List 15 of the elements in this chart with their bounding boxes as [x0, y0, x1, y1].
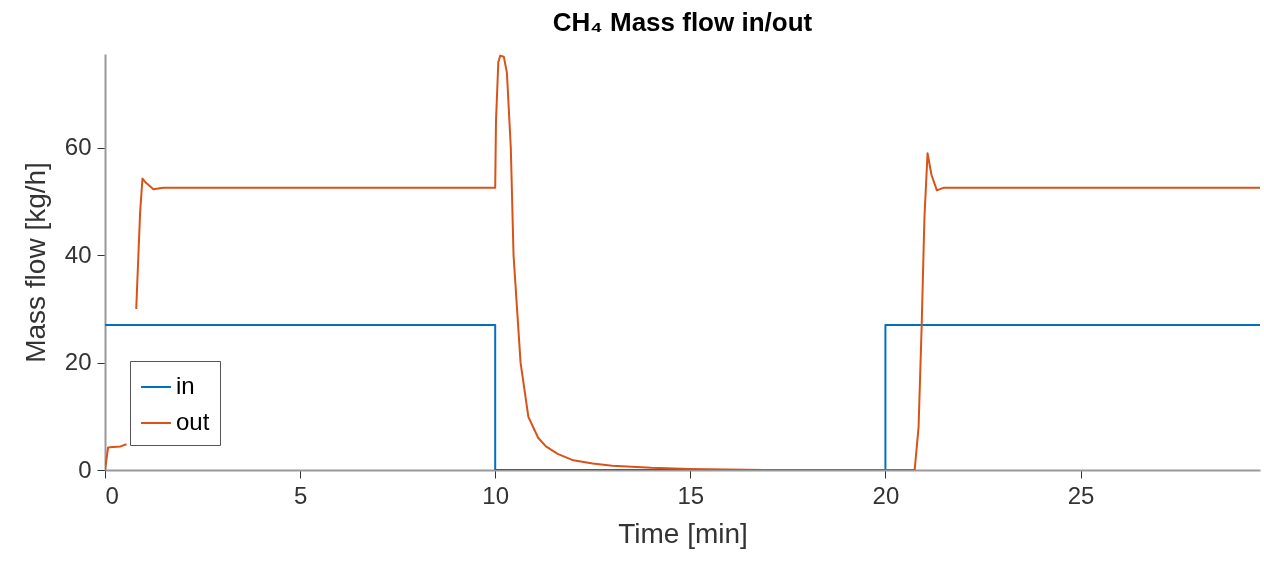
x-tick-label: 10: [482, 481, 510, 509]
y-tick-label: 40: [64, 240, 92, 268]
x-tick-label: 15: [677, 481, 705, 509]
legend-label: in: [176, 372, 195, 399]
x-axis-title: Time [min]: [618, 517, 748, 549]
legend-label: out: [176, 408, 210, 435]
x-tick-label: 20: [872, 481, 900, 509]
x-tick-label: 0: [105, 481, 119, 509]
x-tick-label: 5: [293, 481, 308, 509]
y-tick-label: 60: [64, 133, 92, 161]
y-tick-label: 20: [64, 348, 92, 376]
chart-title: CH₄ Mass flow in/out: [552, 7, 813, 37]
x-tick-label: 25: [1067, 481, 1095, 509]
y-tick-label: 0: [78, 455, 92, 483]
y-axis-title: Mass flow [kg/h]: [19, 162, 51, 363]
